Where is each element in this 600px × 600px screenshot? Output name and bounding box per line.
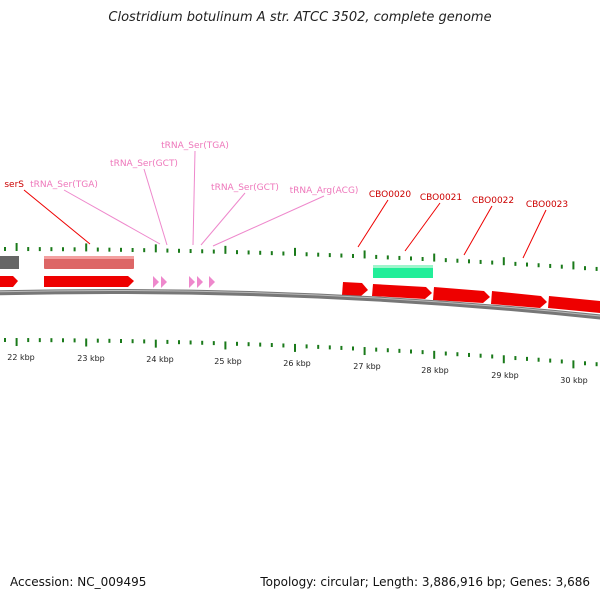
feature-label[interactable]: CBO0021 xyxy=(420,193,462,203)
feature-label[interactable]: tRNA_Arg(ACG) xyxy=(290,186,359,196)
feature-label[interactable]: CBO0022 xyxy=(472,196,514,206)
scale-label: 30 kbp xyxy=(560,376,588,385)
label-leader-line xyxy=(522,209,547,259)
label-leader-line xyxy=(357,199,389,248)
accession-label: Accession: NC_009495 xyxy=(10,575,147,589)
scale-label: 29 kbp xyxy=(491,371,519,380)
scale-label: 22 kbp xyxy=(7,353,35,362)
label-leader-line xyxy=(200,192,246,246)
label-leader-line xyxy=(143,168,168,246)
feature-label[interactable]: CBO0023 xyxy=(526,200,568,210)
scale-label: 25 kbp xyxy=(214,357,242,366)
topology-summary: Topology: circular; Length: 3,886,916 bp… xyxy=(260,575,590,589)
rrna-feature-box-highlight xyxy=(44,256,134,259)
feature-label[interactable]: tRNA_Ser(GCT) xyxy=(211,183,279,193)
feature-label[interactable]: tRNA_Ser(GCT) xyxy=(110,159,178,169)
genome-backbone-highlight xyxy=(0,289,600,317)
cds-arrow[interactable] xyxy=(44,276,134,287)
genome-backbone xyxy=(0,288,600,320)
rrna-feature-box[interactable] xyxy=(44,256,134,269)
label-leader-line xyxy=(192,150,196,246)
label-leader-lines xyxy=(23,150,547,259)
inner-tick-ring xyxy=(4,338,598,369)
outer-tick-ring xyxy=(4,243,598,271)
feature-labels: serS tRNA_Ser(TGA) tRNA_Ser(GCT) tRNA_Ser(T… xyxy=(4,141,568,210)
cds-arrow[interactable] xyxy=(548,296,600,313)
feature-label[interactable]: tRNA_Ser(TGA) xyxy=(161,141,229,151)
trna-arrow[interactable] xyxy=(209,276,215,288)
trna-arrow[interactable] xyxy=(189,276,195,288)
gene-feature-box-highlight xyxy=(373,265,433,268)
scale-label: 27 kbp xyxy=(353,362,381,371)
misc-feature-box[interactable] xyxy=(0,256,19,269)
cds-arrow[interactable] xyxy=(491,291,547,308)
label-leader-line xyxy=(463,205,493,256)
page-title: Clostridium botulinum A str. ATCC 3502, … xyxy=(108,10,492,25)
label-leader-line xyxy=(404,202,441,252)
cds-arrow[interactable] xyxy=(372,284,432,299)
scale-label: 23 kbp xyxy=(77,354,105,363)
scale-label: 26 kbp xyxy=(283,359,311,368)
trna-arrow[interactable] xyxy=(153,276,159,288)
label-leader-line xyxy=(212,195,325,247)
scale-labels: 22 kbp 23 kbp 24 kbp 25 kbp 26 kbp 27 kbp 28 k… xyxy=(7,353,588,385)
cds-arrow[interactable] xyxy=(433,287,490,303)
scale-label: 24 kbp xyxy=(146,355,174,364)
trna-arrow[interactable] xyxy=(197,276,203,288)
cds-arrow[interactable] xyxy=(342,282,368,296)
cds-arrow[interactable] xyxy=(0,276,18,287)
feature-label[interactable]: tRNA_Ser(TGA) xyxy=(30,180,98,190)
label-leader-line xyxy=(63,189,161,245)
feature-label[interactable]: CBO0020 xyxy=(369,190,412,200)
label-leader-line xyxy=(23,189,91,245)
scale-label: 28 kbp xyxy=(421,366,449,375)
gene-feature-box[interactable] xyxy=(373,265,433,278)
feature-label[interactable]: serS xyxy=(4,180,24,190)
trna-arrow[interactable] xyxy=(161,276,167,288)
